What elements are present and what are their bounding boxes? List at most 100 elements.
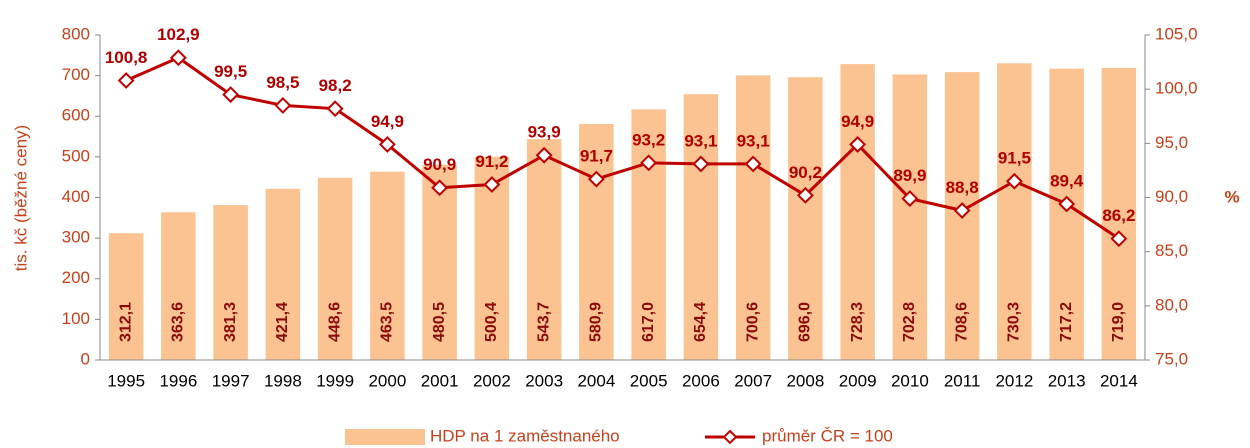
marker xyxy=(1110,230,1128,248)
bar-label: 696,0 xyxy=(797,302,814,342)
x-tick-label: 1996 xyxy=(159,371,197,390)
marker xyxy=(222,86,240,103)
marker xyxy=(1058,195,1076,213)
x-tick-label: 2008 xyxy=(786,371,824,390)
line-label: 91,7 xyxy=(580,147,613,166)
y-tick-label: 0 xyxy=(81,349,90,368)
bar xyxy=(683,94,719,361)
bar xyxy=(997,63,1032,361)
line-label: 88,8 xyxy=(946,178,979,197)
line-label: 102,9 xyxy=(157,25,200,44)
bar xyxy=(161,212,196,360)
legend-marker xyxy=(722,429,738,445)
bar-label: 543,7 xyxy=(535,302,552,342)
bar xyxy=(108,233,144,360)
bar xyxy=(788,77,823,360)
bar xyxy=(213,205,248,360)
bar xyxy=(579,124,614,361)
bar-label: 500,4 xyxy=(483,302,500,342)
bar-label: 448,6 xyxy=(326,302,343,342)
x-tick-label: 2004 xyxy=(577,371,615,390)
y-tick-label: 700 xyxy=(62,65,90,84)
x-tick-label: 2007 xyxy=(734,371,772,390)
y-tick-label: 600 xyxy=(62,106,90,125)
legend-swatch xyxy=(345,429,425,445)
line-label: 90,9 xyxy=(423,155,456,174)
y2-tick-label: 95,0 xyxy=(1155,133,1188,152)
bar-label: 702,8 xyxy=(901,302,918,342)
x-tick-label: 2012 xyxy=(995,371,1033,390)
bar-label: 654,4 xyxy=(692,302,709,342)
x-tick-label: 2002 xyxy=(473,371,511,390)
y2-tick-label: 105,0 xyxy=(1155,24,1198,43)
marker xyxy=(640,154,658,172)
x-tick-label: 2013 xyxy=(1048,371,1086,390)
bar-label: 700,6 xyxy=(744,302,761,342)
marker xyxy=(796,186,814,204)
bar-label: 719,0 xyxy=(1110,302,1127,342)
bar-label: 728,3 xyxy=(849,302,866,342)
line-label: 100,8 xyxy=(105,48,148,67)
marker xyxy=(431,179,449,197)
bar-label: 421,4 xyxy=(274,302,291,342)
x-tick-label: 2014 xyxy=(1100,371,1138,390)
x-tick-label: 2010 xyxy=(891,371,929,390)
line-label: 99,5 xyxy=(214,62,247,81)
line-label: 98,5 xyxy=(266,73,299,92)
marker xyxy=(378,136,396,153)
x-tick-label: 2000 xyxy=(368,371,406,390)
y-tick-label: 200 xyxy=(62,268,90,287)
line-label: 90,2 xyxy=(789,163,822,182)
bar xyxy=(317,177,353,360)
marker xyxy=(535,146,553,164)
line xyxy=(125,56,1120,240)
bar-label: 708,6 xyxy=(953,302,970,342)
bar-label: 363,6 xyxy=(170,302,187,342)
bar xyxy=(840,64,875,361)
marker xyxy=(744,155,762,173)
marker xyxy=(1005,172,1023,190)
y2-tick-label: 90,0 xyxy=(1155,187,1188,206)
line-label: 86,2 xyxy=(1102,206,1135,225)
marker xyxy=(483,176,501,193)
x-tick-label: 2011 xyxy=(944,371,981,390)
line-label: 93,2 xyxy=(632,130,665,149)
marker xyxy=(692,155,710,173)
bar-label: 381,3 xyxy=(222,302,239,342)
y2-axis-label: % xyxy=(1224,187,1239,206)
x-tick-label: 2001 xyxy=(421,371,459,390)
x-tick-label: 2009 xyxy=(839,371,877,390)
bar xyxy=(1049,68,1084,360)
marker xyxy=(953,202,971,219)
line-label: 93,1 xyxy=(684,131,717,150)
bar-label: 617,0 xyxy=(640,302,657,342)
legend-label: HDP na 1 zaměstnaného xyxy=(430,426,620,445)
line-label: 94,9 xyxy=(841,112,874,131)
y-tick-label: 800 xyxy=(62,24,90,43)
legend-label: průměr ČR = 100 xyxy=(762,426,893,445)
marker xyxy=(169,49,187,67)
line-label: 93,9 xyxy=(528,123,561,142)
marker xyxy=(849,136,867,153)
line-label: 89,9 xyxy=(893,166,926,185)
line-label: 91,5 xyxy=(998,149,1031,168)
bar xyxy=(892,74,928,361)
y2-tick-label: 75,0 xyxy=(1155,349,1188,368)
bar-label: 463,5 xyxy=(379,302,396,342)
bar xyxy=(1101,67,1137,360)
x-tick-label: 1998 xyxy=(264,371,302,390)
line-label: 93,1 xyxy=(737,131,770,150)
line-label: 94,9 xyxy=(371,112,404,131)
y-tick-label: 100 xyxy=(62,309,90,328)
line-label: 98,2 xyxy=(319,76,352,95)
y-axis-label: tis. kč (běžné ceny) xyxy=(11,125,30,271)
y2-tick-label: 85,0 xyxy=(1155,241,1188,260)
marker xyxy=(117,72,135,89)
bar-label: 580,9 xyxy=(588,302,605,342)
y2-tick-label: 80,0 xyxy=(1155,295,1188,314)
bar xyxy=(631,109,666,360)
bar xyxy=(265,188,301,360)
line-label: 89,4 xyxy=(1050,171,1084,190)
bar-label: 312,1 xyxy=(117,302,134,342)
